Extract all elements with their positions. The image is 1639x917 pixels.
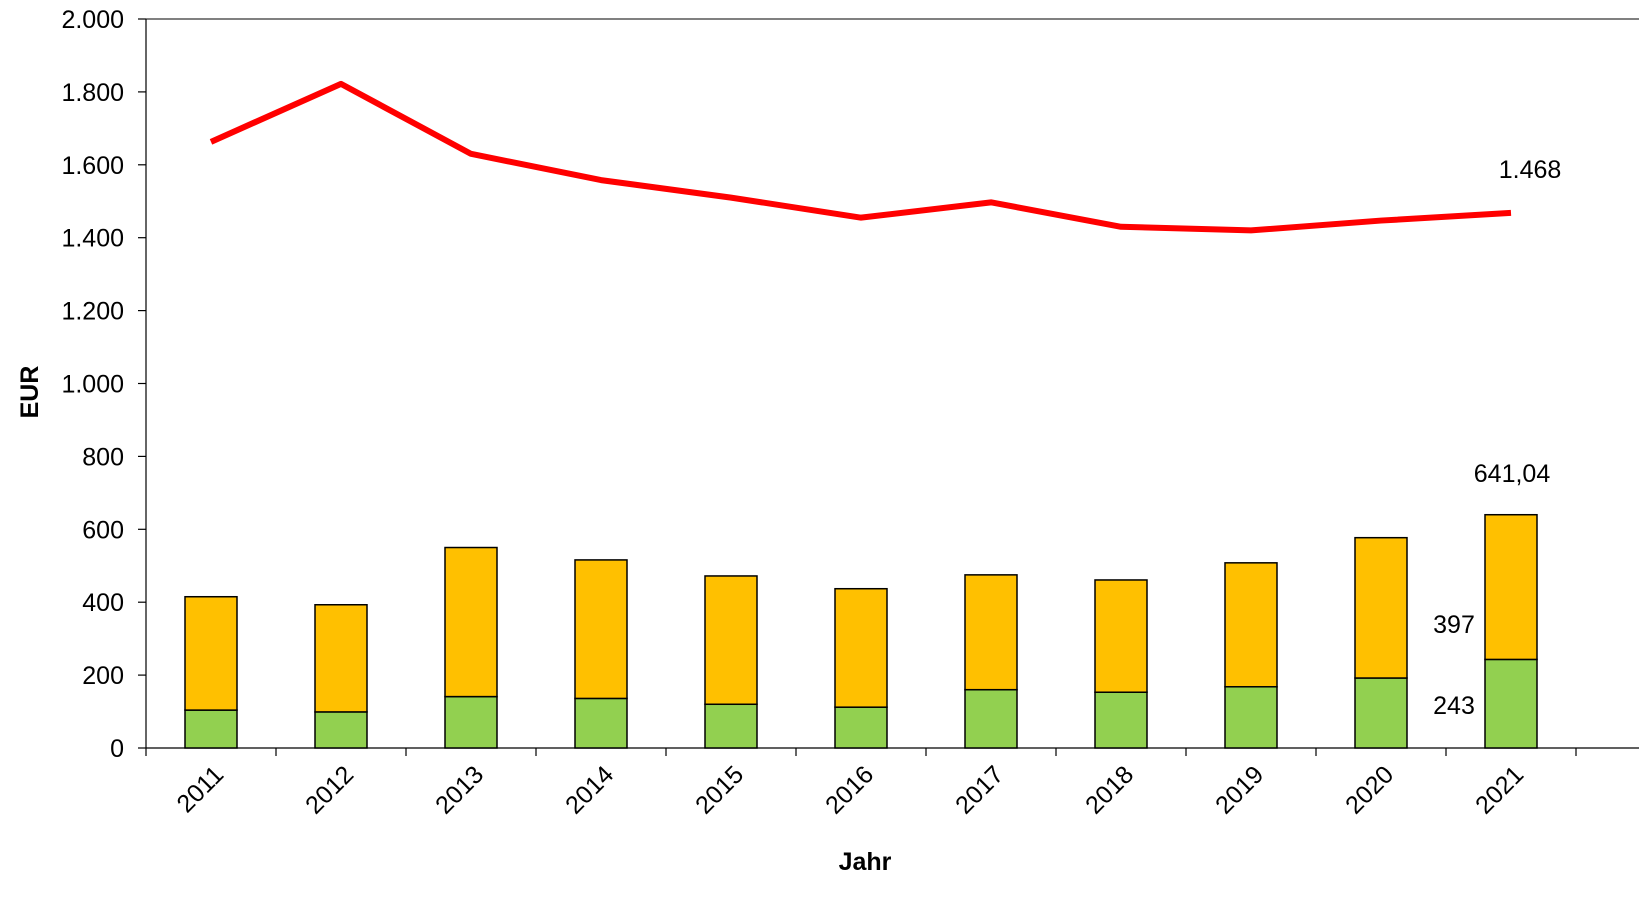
x-tick-label: 2012 (300, 760, 359, 819)
bar-segment-upper (834, 587, 888, 708)
y-tick-label: 400 (82, 589, 124, 617)
y-tick-label: 0 (110, 735, 124, 763)
bar-segment-lower (1354, 677, 1408, 749)
bar-segment-upper (964, 574, 1018, 691)
y-tick-label: 1.400 (61, 225, 124, 253)
x-tick-label: 2015 (690, 760, 749, 819)
bar-segment-lower (184, 709, 238, 749)
x-tick-label: 2019 (1210, 760, 1269, 819)
bar-segment-upper (1484, 513, 1538, 661)
lower-segment-last-label: 243 (1433, 692, 1475, 720)
bar-segment-lower (314, 711, 368, 749)
bar-segment-upper (704, 575, 758, 706)
y-tick-label: 1.600 (61, 152, 124, 180)
x-tick-label: 2016 (820, 760, 879, 819)
x-axis-title: Jahr (839, 848, 892, 876)
bar-segment-lower (444, 695, 498, 749)
x-tick-label: 2013 (430, 760, 489, 819)
line-series (209, 80, 1512, 234)
bar-segment-lower (1484, 658, 1538, 749)
bar-segment-lower (704, 703, 758, 749)
bar-segment-upper (184, 595, 238, 711)
x-tick-label: 2021 (1470, 760, 1529, 819)
bars (184, 513, 1538, 749)
line-layer (209, 80, 1512, 234)
y-tick-label: 600 (82, 516, 124, 544)
line-last-label: 1.468 (1499, 156, 1562, 184)
x-tick-label: 2018 (1080, 760, 1139, 819)
y-tick-label: 1.000 (61, 371, 124, 399)
bar-segment-lower (1094, 691, 1148, 749)
y-tick-label: 800 (82, 443, 124, 471)
y-tick-label: 1.200 (61, 298, 124, 326)
y-axis-title: EUR (16, 366, 44, 419)
x-tick-label: 2020 (1340, 760, 1399, 819)
bar-segment-upper (314, 604, 368, 713)
x-tick-labels: 2011 2012 2013 2014 2015 2016 2017 2018 2019 2020… (171, 760, 1529, 819)
x-tick-label: 2011 (171, 760, 229, 818)
bar-total-last-label: 641,04 (1474, 460, 1551, 488)
bar-segment-lower (574, 697, 628, 749)
data-labels: 1.468 641,04 397 243 (1433, 156, 1561, 720)
y-tick-labels: 0 200 400 600 800 1.000 1.200 1.400 1.600 1.800 2.… (61, 6, 124, 763)
upper-segment-last-label: 397 (1433, 611, 1475, 639)
bar-segment-lower (1224, 686, 1278, 749)
bar-segment-upper (1224, 562, 1278, 688)
x-tick-label: 2014 (560, 760, 619, 819)
y-tick-label: 1.800 (61, 79, 124, 107)
bar-segment-lower (964, 688, 1018, 749)
bar-segment-lower (834, 706, 888, 749)
bar-segment-upper (444, 546, 498, 698)
bar-segment-upper (574, 559, 628, 700)
y-tick-label: 200 (82, 662, 124, 690)
y-tick-label: 2.000 (61, 6, 124, 34)
bar-segment-upper (1094, 579, 1148, 693)
bar-segment-upper (1354, 536, 1408, 679)
x-tick-label: 2017 (950, 760, 1009, 819)
